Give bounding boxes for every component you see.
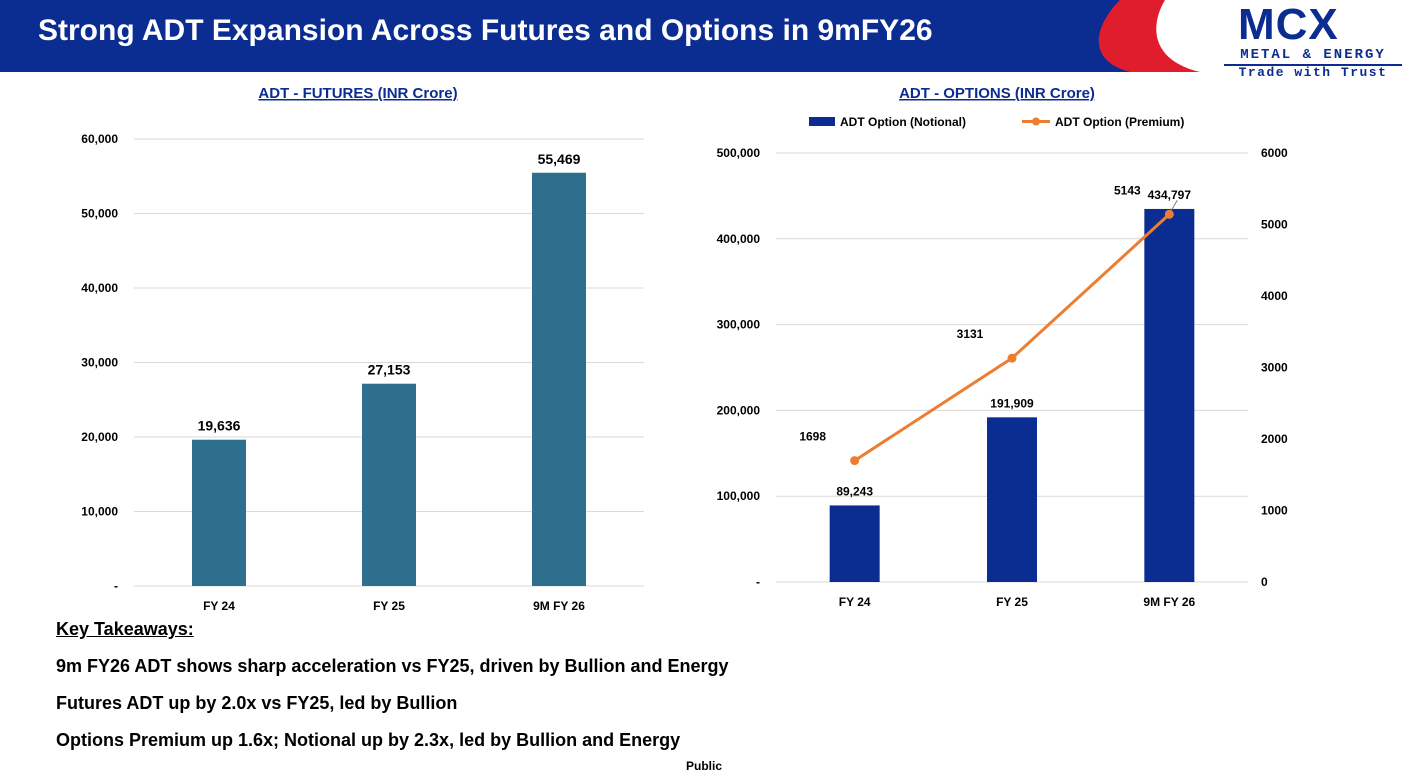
futures-bar [532, 172, 586, 586]
legend-notional-label: ADT Option (Notional) [840, 115, 966, 129]
classification-label: Public [686, 759, 723, 773]
y-left-tick-label: - [756, 575, 760, 589]
key-takeaways: Key Takeaways: 9m FY26 ADT shows sharp a… [56, 619, 816, 767]
y-tick-label: 30,000 [81, 356, 118, 370]
takeaway-item: Options Premium up 1.6x; Notional up by … [56, 730, 681, 750]
y-right-tick-label: 3000 [1261, 361, 1288, 375]
logo-tagline: Trade with Trust [1238, 65, 1388, 80]
label-leader-line [1170, 200, 1178, 211]
header-band [0, 0, 1409, 72]
options-chart-title: ADT - OPTIONS (INR Crore) [899, 85, 1095, 102]
legend-notional-swatch [809, 117, 835, 126]
options-adt-chart: ADT - OPTIONS (INR Crore) ADT Option (Not… [717, 85, 1288, 609]
y-tick-label: 10,000 [81, 505, 118, 519]
premium-point [850, 456, 860, 466]
bar-value-label: 191,909 [990, 396, 1034, 410]
mcx-logo: MCX METAL & ENERGY Trade with Trust [1222, 0, 1404, 82]
x-tick-label: FY 25 [996, 595, 1028, 609]
premium-point [1007, 353, 1017, 363]
y-left-tick-label: 300,000 [717, 318, 761, 332]
futures-bar [192, 439, 246, 586]
takeaways-heading: Key Takeaways: [56, 619, 194, 639]
page-title: Strong ADT Expansion Across Futures and … [38, 14, 933, 47]
futures-bar [362, 383, 416, 586]
bar-value-label: 89,243 [836, 484, 873, 498]
y-tick-label: 50,000 [81, 207, 118, 221]
y-right-tick-label: 6000 [1261, 146, 1288, 160]
y-right-tick-label: 4000 [1261, 289, 1288, 303]
y-left-tick-label: 100,000 [717, 489, 761, 503]
bar-value-label: 19,636 [198, 418, 241, 434]
x-tick-label: 9M FY 26 [1143, 595, 1195, 609]
logo-subtitle: METAL & ENERGY [1224, 47, 1402, 66]
premium-value-label: 5143 [1114, 183, 1141, 197]
y-tick-label: 20,000 [81, 430, 118, 444]
y-right-tick-label: 1000 [1261, 504, 1288, 518]
y-right-tick-label: 2000 [1261, 432, 1288, 446]
x-tick-label: FY 25 [373, 599, 405, 612]
y-left-tick-label: 200,000 [717, 403, 761, 417]
bar-value-label: 434,797 [1148, 188, 1192, 202]
y-tick-label: - [114, 579, 118, 593]
takeaway-item: 9m FY26 ADT shows sharp acceleration vs … [56, 656, 729, 676]
futures-chart-title: ADT - FUTURES (INR Crore) [258, 85, 457, 102]
notional-bar [987, 417, 1037, 582]
premium-point [1164, 209, 1174, 219]
premium-value-label: 1698 [799, 430, 826, 444]
legend-premium-marker [1032, 117, 1040, 126]
x-tick-label: FY 24 [203, 599, 235, 612]
y-tick-label: 40,000 [81, 281, 118, 295]
takeaway-item: Futures ADT up by 2.0x vs FY25, led by B… [56, 693, 458, 713]
x-tick-label: FY 24 [839, 595, 871, 609]
bar-value-label: 27,153 [368, 362, 411, 378]
y-tick-label: 60,000 [81, 132, 118, 146]
x-tick-label: 9M FY 26 [533, 599, 585, 612]
bar-value-label: 55,469 [538, 151, 581, 167]
legend-premium-label: ADT Option (Premium) [1055, 115, 1184, 129]
y-left-tick-label: 400,000 [717, 232, 761, 246]
header-accent-swoosh [1098, 0, 1210, 72]
notional-bar [829, 505, 880, 582]
logo-wordmark: MCX [1238, 0, 1339, 49]
futures-adt-chart: ADT - FUTURES (INR Crore) - 10,000 20,000 30… [81, 85, 644, 612]
y-left-tick-label: 500,000 [717, 146, 761, 160]
premium-value-label: 3131 [957, 327, 984, 341]
y-right-tick-label: 0 [1261, 575, 1268, 589]
y-right-tick-label: 5000 [1261, 218, 1288, 232]
header-white-cut [1156, 0, 1409, 72]
notional-bar [1144, 208, 1195, 583]
